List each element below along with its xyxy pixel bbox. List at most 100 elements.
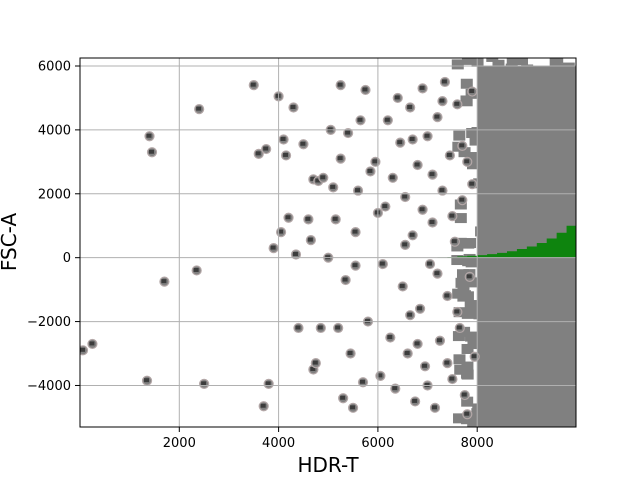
scatter-point-marker xyxy=(397,140,403,145)
scatter-point-marker xyxy=(146,133,152,138)
scatter-point-marker xyxy=(389,175,395,180)
scatter-point-marker xyxy=(342,277,348,282)
scatter-point-marker xyxy=(270,245,276,250)
scatter-point-marker xyxy=(387,335,393,340)
histogram-area xyxy=(427,225,576,258)
scatter-point-marker xyxy=(402,194,408,199)
scatter-point-marker xyxy=(464,159,470,164)
scatter-point-marker xyxy=(290,105,296,110)
x-tick-label: 4000 xyxy=(262,436,295,451)
y-axis-ticks: −4000 −2000 0 2000 4000 6000 xyxy=(27,59,80,394)
scatter-point-marker xyxy=(345,130,351,135)
scatter-point-marker xyxy=(320,175,326,180)
scatter-point-marker xyxy=(367,168,373,173)
scatter-point-marker xyxy=(407,312,413,317)
scatter-point-marker xyxy=(357,117,363,122)
y-tick-label: 6000 xyxy=(38,59,71,74)
scatter-point-marker xyxy=(201,381,207,386)
scatter-point-marker xyxy=(439,188,445,193)
scatter-point-marker xyxy=(360,379,366,384)
scatter-point-marker xyxy=(295,325,301,330)
scatter-point-marker xyxy=(451,239,457,244)
scatter-point-marker xyxy=(80,347,85,352)
scatter-point-marker xyxy=(422,363,428,368)
scatter-point-marker xyxy=(352,229,358,234)
scatter-point-marker xyxy=(260,403,266,408)
y-tick-label: 4000 xyxy=(38,123,71,138)
x-axis-label: HDR-T xyxy=(297,453,359,477)
scatter-point-marker xyxy=(464,411,470,416)
x-tick-label: 6000 xyxy=(361,436,394,451)
scatter-point-marker xyxy=(335,325,341,330)
scatter-point-marker xyxy=(330,184,336,189)
plot-frame xyxy=(79,57,577,428)
scatter-point-marker xyxy=(144,378,150,383)
scatter-point-marker xyxy=(444,293,450,298)
scatter-point-marker xyxy=(419,207,425,212)
plot-inner xyxy=(80,58,576,427)
scatter-point-marker xyxy=(454,309,460,314)
y-tick-label: −4000 xyxy=(27,379,71,394)
scatter-point-marker xyxy=(250,82,256,87)
scatter-point-marker xyxy=(419,85,425,90)
plot-area xyxy=(80,58,576,427)
y-tick-label: −2000 xyxy=(27,315,71,330)
scatter-point-marker xyxy=(292,251,298,256)
scatter-point-marker xyxy=(255,151,261,156)
scatter-point-marker xyxy=(449,376,455,381)
scatter-point-marker xyxy=(89,341,95,346)
scatter-point-marker xyxy=(312,360,318,365)
scatter-point-marker xyxy=(461,392,467,397)
scatter-point-marker xyxy=(362,87,368,92)
scatter-point-marker xyxy=(459,197,465,202)
scatter-point-marker xyxy=(414,162,420,167)
scatter-point-marker xyxy=(372,159,378,164)
scatter-point-marker xyxy=(384,117,390,122)
scatter-point-marker xyxy=(427,261,433,266)
scatter-point-marker xyxy=(337,156,343,161)
scatter-point-marker xyxy=(471,354,477,359)
scatter-point-marker xyxy=(399,283,405,288)
x-axis-ticks: 2000 4000 6000 8000 xyxy=(163,427,494,451)
scatter-point-marker xyxy=(469,181,475,186)
scatter-point-marker xyxy=(439,98,445,103)
scatter-point-marker xyxy=(263,146,269,151)
scatter-point-marker xyxy=(285,215,291,220)
scatter-point-marker xyxy=(409,136,415,141)
scatter-point-marker xyxy=(431,405,437,410)
scatter-point-marker xyxy=(300,141,306,146)
scatter-point-marker xyxy=(382,204,388,209)
x-tick-label: 2000 xyxy=(163,436,196,451)
scatter-point-marker xyxy=(434,271,440,276)
scatter-point-marker xyxy=(429,172,435,177)
scatter-point-marker xyxy=(379,261,385,266)
y-tick-label: 2000 xyxy=(38,187,71,202)
scatter-point-marker xyxy=(283,152,289,157)
scatter-point-marker xyxy=(352,263,358,268)
scatter-point-marker xyxy=(340,395,346,400)
scatter-point-marker xyxy=(436,338,442,343)
scatter-point-marker xyxy=(454,101,460,106)
scatter-point-marker xyxy=(278,229,284,234)
scatter-point-marker xyxy=(350,405,356,410)
scatter-point-marker xyxy=(444,360,450,365)
scatter-point-marker xyxy=(446,152,452,157)
scatter-point-marker xyxy=(310,366,316,371)
scatter-point-marker xyxy=(332,216,338,221)
scatter-point-marker xyxy=(305,216,311,221)
scatter-point-marker xyxy=(402,242,408,247)
scatter-point-marker xyxy=(377,373,383,378)
scatter-point-marker xyxy=(317,325,323,330)
y-tick-label: 0 xyxy=(63,251,71,266)
scatter-point-marker xyxy=(459,143,465,148)
scatter-point-marker xyxy=(196,106,202,111)
scatter-point-marker xyxy=(414,341,420,346)
scatter-point-marker xyxy=(161,279,167,284)
scatter-point-marker xyxy=(394,95,400,100)
scatter-point-marker xyxy=(315,178,321,183)
scatter-point-marker xyxy=(469,89,475,94)
scatter-point-marker xyxy=(456,325,462,330)
x-tick-label: 8000 xyxy=(461,436,494,451)
scatter-point-marker xyxy=(424,133,430,138)
